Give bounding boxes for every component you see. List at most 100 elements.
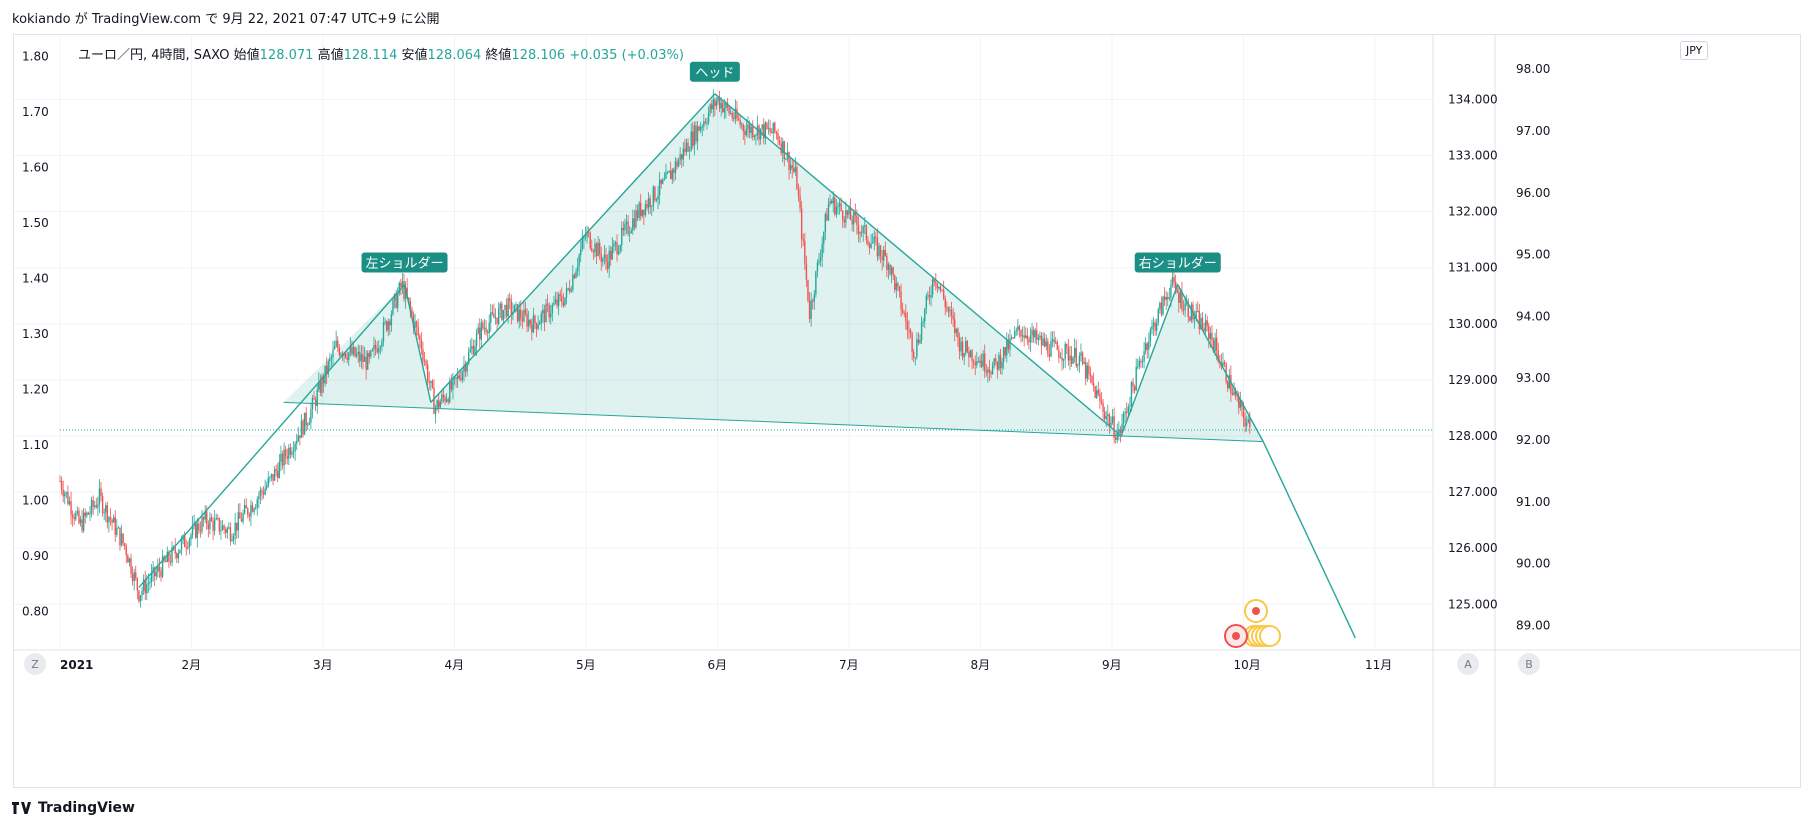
candle-body — [567, 288, 569, 290]
candle-body — [292, 451, 295, 453]
candle-body — [586, 231, 588, 237]
candle-body — [1157, 309, 1159, 323]
event-markers[interactable] — [1224, 599, 1281, 648]
candle-body — [946, 307, 948, 309]
left-tick-label: 1.70 — [22, 105, 49, 119]
candle-body — [438, 400, 440, 408]
candle-body — [1009, 338, 1011, 350]
candle-body — [335, 340, 337, 347]
candle-body — [378, 348, 380, 353]
candle-body — [433, 387, 435, 414]
candle-body — [944, 298, 946, 308]
candle-body — [466, 363, 468, 372]
grid — [14, 35, 1800, 788]
candle-body — [941, 290, 943, 292]
head-label[interactable]: ヘッド — [689, 61, 740, 82]
candle-body — [419, 335, 421, 340]
candle-body — [529, 319, 531, 325]
auto-scale-button[interactable]: A — [1457, 653, 1479, 675]
candle-body — [199, 530, 202, 532]
candle-body — [1238, 396, 1240, 408]
chart-frame[interactable] — [13, 34, 1801, 788]
candle-body — [559, 294, 561, 296]
candle-body — [116, 527, 118, 535]
candle-body — [445, 399, 448, 402]
candle-body — [242, 513, 244, 522]
candle-body — [1190, 304, 1193, 321]
candle-body — [673, 169, 675, 173]
pattern-segment — [1262, 441, 1356, 639]
candle-body — [955, 328, 958, 333]
chart-svg[interactable]: 0.80 0.90 1.00 1.10 1.20 1.30 1.40 1.50 1.60 1.70… — [0, 0, 1813, 790]
candle-body — [1181, 291, 1183, 310]
candle-body — [1185, 301, 1188, 304]
candle-body — [1137, 366, 1139, 368]
candle-body — [221, 525, 224, 531]
candle-body — [1174, 281, 1177, 290]
candle-body — [1122, 412, 1125, 424]
candle-body — [127, 555, 129, 563]
candle-body — [823, 232, 825, 244]
reset-zoom-button[interactable]: Z — [24, 653, 46, 675]
candle-body — [1062, 358, 1065, 361]
candle-body — [819, 257, 822, 261]
candle-body — [1230, 375, 1232, 394]
candle-body — [1023, 335, 1025, 338]
candle-body — [516, 304, 519, 322]
candle-body — [449, 381, 451, 402]
candle-body — [128, 558, 131, 563]
candle-body — [95, 505, 97, 508]
candle-body — [299, 435, 301, 438]
candle-body — [576, 266, 579, 272]
candle-body — [562, 302, 565, 306]
candle-body — [546, 303, 549, 305]
candle-body — [201, 517, 203, 532]
candle-body — [62, 489, 64, 497]
candle-body — [1056, 341, 1058, 350]
candle-body — [346, 357, 348, 360]
candle-body — [927, 295, 929, 297]
time-tick-label: 5月 — [576, 658, 596, 672]
candle-body — [965, 340, 967, 354]
right-shoulder-label[interactable]: 右ショルダー — [1134, 252, 1221, 273]
scale-b-button[interactable]: B — [1518, 653, 1540, 675]
candle-body — [1029, 335, 1032, 343]
candle-body — [589, 232, 591, 249]
candle-body — [1102, 403, 1104, 412]
candle-body — [212, 520, 214, 531]
left-shoulder-label[interactable]: 左ショルダー — [361, 252, 448, 273]
candle-body — [990, 372, 992, 375]
candle-body — [362, 354, 364, 363]
candle-body — [351, 346, 353, 355]
candle-body — [676, 161, 678, 167]
candle-body — [471, 345, 473, 350]
candle-body — [392, 300, 394, 315]
candle-body — [1032, 329, 1035, 338]
candle-body — [527, 319, 530, 327]
candle-body — [722, 102, 724, 113]
candle-body — [984, 353, 986, 372]
candle-body — [595, 243, 598, 257]
candle-body — [908, 329, 910, 331]
candle-body — [903, 312, 905, 314]
candle-body — [905, 312, 907, 322]
currency-badge[interactable]: JPY — [1680, 41, 1709, 60]
candle-body — [486, 331, 489, 334]
pattern-segment — [714, 93, 1122, 437]
candle-body — [597, 242, 599, 257]
candle-body — [1162, 296, 1164, 315]
candle-body — [488, 322, 490, 334]
candle-body — [802, 239, 804, 241]
candle-body — [224, 529, 227, 533]
candle-body — [846, 210, 849, 215]
pattern-lines[interactable] — [60, 93, 1433, 639]
candle-body — [141, 590, 143, 596]
candle-body — [355, 354, 358, 357]
candle-body — [993, 358, 995, 366]
candle-body — [308, 422, 311, 425]
candle-body — [1127, 406, 1130, 413]
time-axis: 2021 2月 3月 4月 5月 6月 7月 8月 9月 10月 11月 — [60, 658, 1392, 672]
candle-body — [753, 135, 756, 138]
candle-body — [122, 533, 124, 544]
